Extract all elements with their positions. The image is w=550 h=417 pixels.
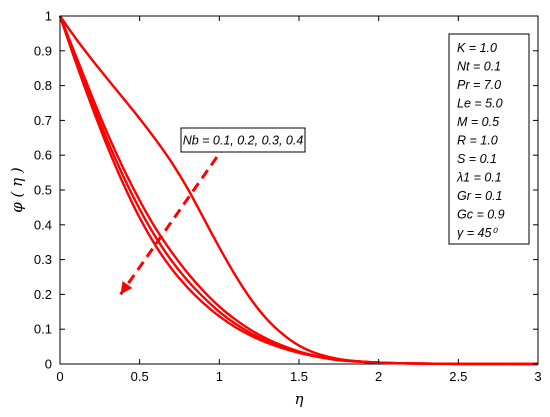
parameter-line: γ = 45⁰	[457, 226, 498, 240]
annotation-arrow-head	[120, 281, 133, 295]
y-tick-label: 0.1	[34, 322, 52, 337]
parameter-line: Pr = 7.0	[457, 78, 501, 92]
y-axis-label: φ ( η )	[8, 167, 26, 213]
series-group	[58, 15, 539, 366]
x-axis-label: η	[295, 390, 304, 408]
parameter-box: K = 1.0 Nt = 0.1 Pr = 7.0 Le = 5.0 M = 0.5 R …	[448, 33, 530, 245]
series-line-4	[58, 15, 539, 366]
y-tick-label: 0.8	[34, 78, 52, 93]
parameter-line: Nt = 0.1	[457, 60, 501, 74]
x-tick-label: 2.5	[449, 369, 467, 384]
parameter-line: S = 0.1	[457, 152, 497, 166]
axis-ticks-group: 0 0.5 1 1.5 2 2.5 3 0 0.1 0.2 0.3 0.4 0.5 0.6 0.7 0.8 0.…	[34, 9, 542, 385]
y-tick-label: 0	[45, 357, 52, 372]
annotation-group: Nb = 0.1, 0.2, 0.3, 0.4	[119, 127, 306, 296]
annotation-label: Nb = 0.1, 0.2, 0.3, 0.4	[183, 134, 304, 148]
annotation-box	[180, 127, 306, 153]
y-tick-label: 0.3	[34, 252, 52, 267]
annotation-arrow-shaft	[119, 129, 237, 296]
y-tick-label: 0.5	[34, 183, 52, 198]
y-tick-label: 0.6	[34, 148, 52, 163]
x-tick-label: 0.5	[131, 369, 149, 384]
x-tick-label: 0	[56, 369, 63, 384]
x-tick-label: 1	[216, 369, 223, 384]
parameter-line: Gr = 0.1	[457, 189, 503, 203]
parameter-line: M = 0.5	[457, 115, 499, 129]
x-tick-label: 2	[375, 369, 382, 384]
y-tick-label: 0.9	[34, 43, 52, 58]
x-tick-label: 3	[534, 369, 541, 384]
parameter-line: K = 1.0	[457, 41, 497, 55]
y-tick-label: 1	[45, 9, 52, 24]
y-tick-label: 0.4	[34, 217, 52, 232]
parameter-line: Gc = 0.9	[457, 208, 505, 222]
x-tick-label: 1.5	[290, 369, 308, 384]
parameter-line: λ1 = 0.1	[456, 171, 502, 185]
y-tick-label: 0.2	[34, 287, 52, 302]
parameter-line: Le = 5.0	[457, 97, 503, 111]
parameter-line: R = 1.0	[457, 134, 498, 148]
parameter-box-frame	[448, 33, 530, 245]
y-tick-label: 0.7	[34, 113, 52, 128]
